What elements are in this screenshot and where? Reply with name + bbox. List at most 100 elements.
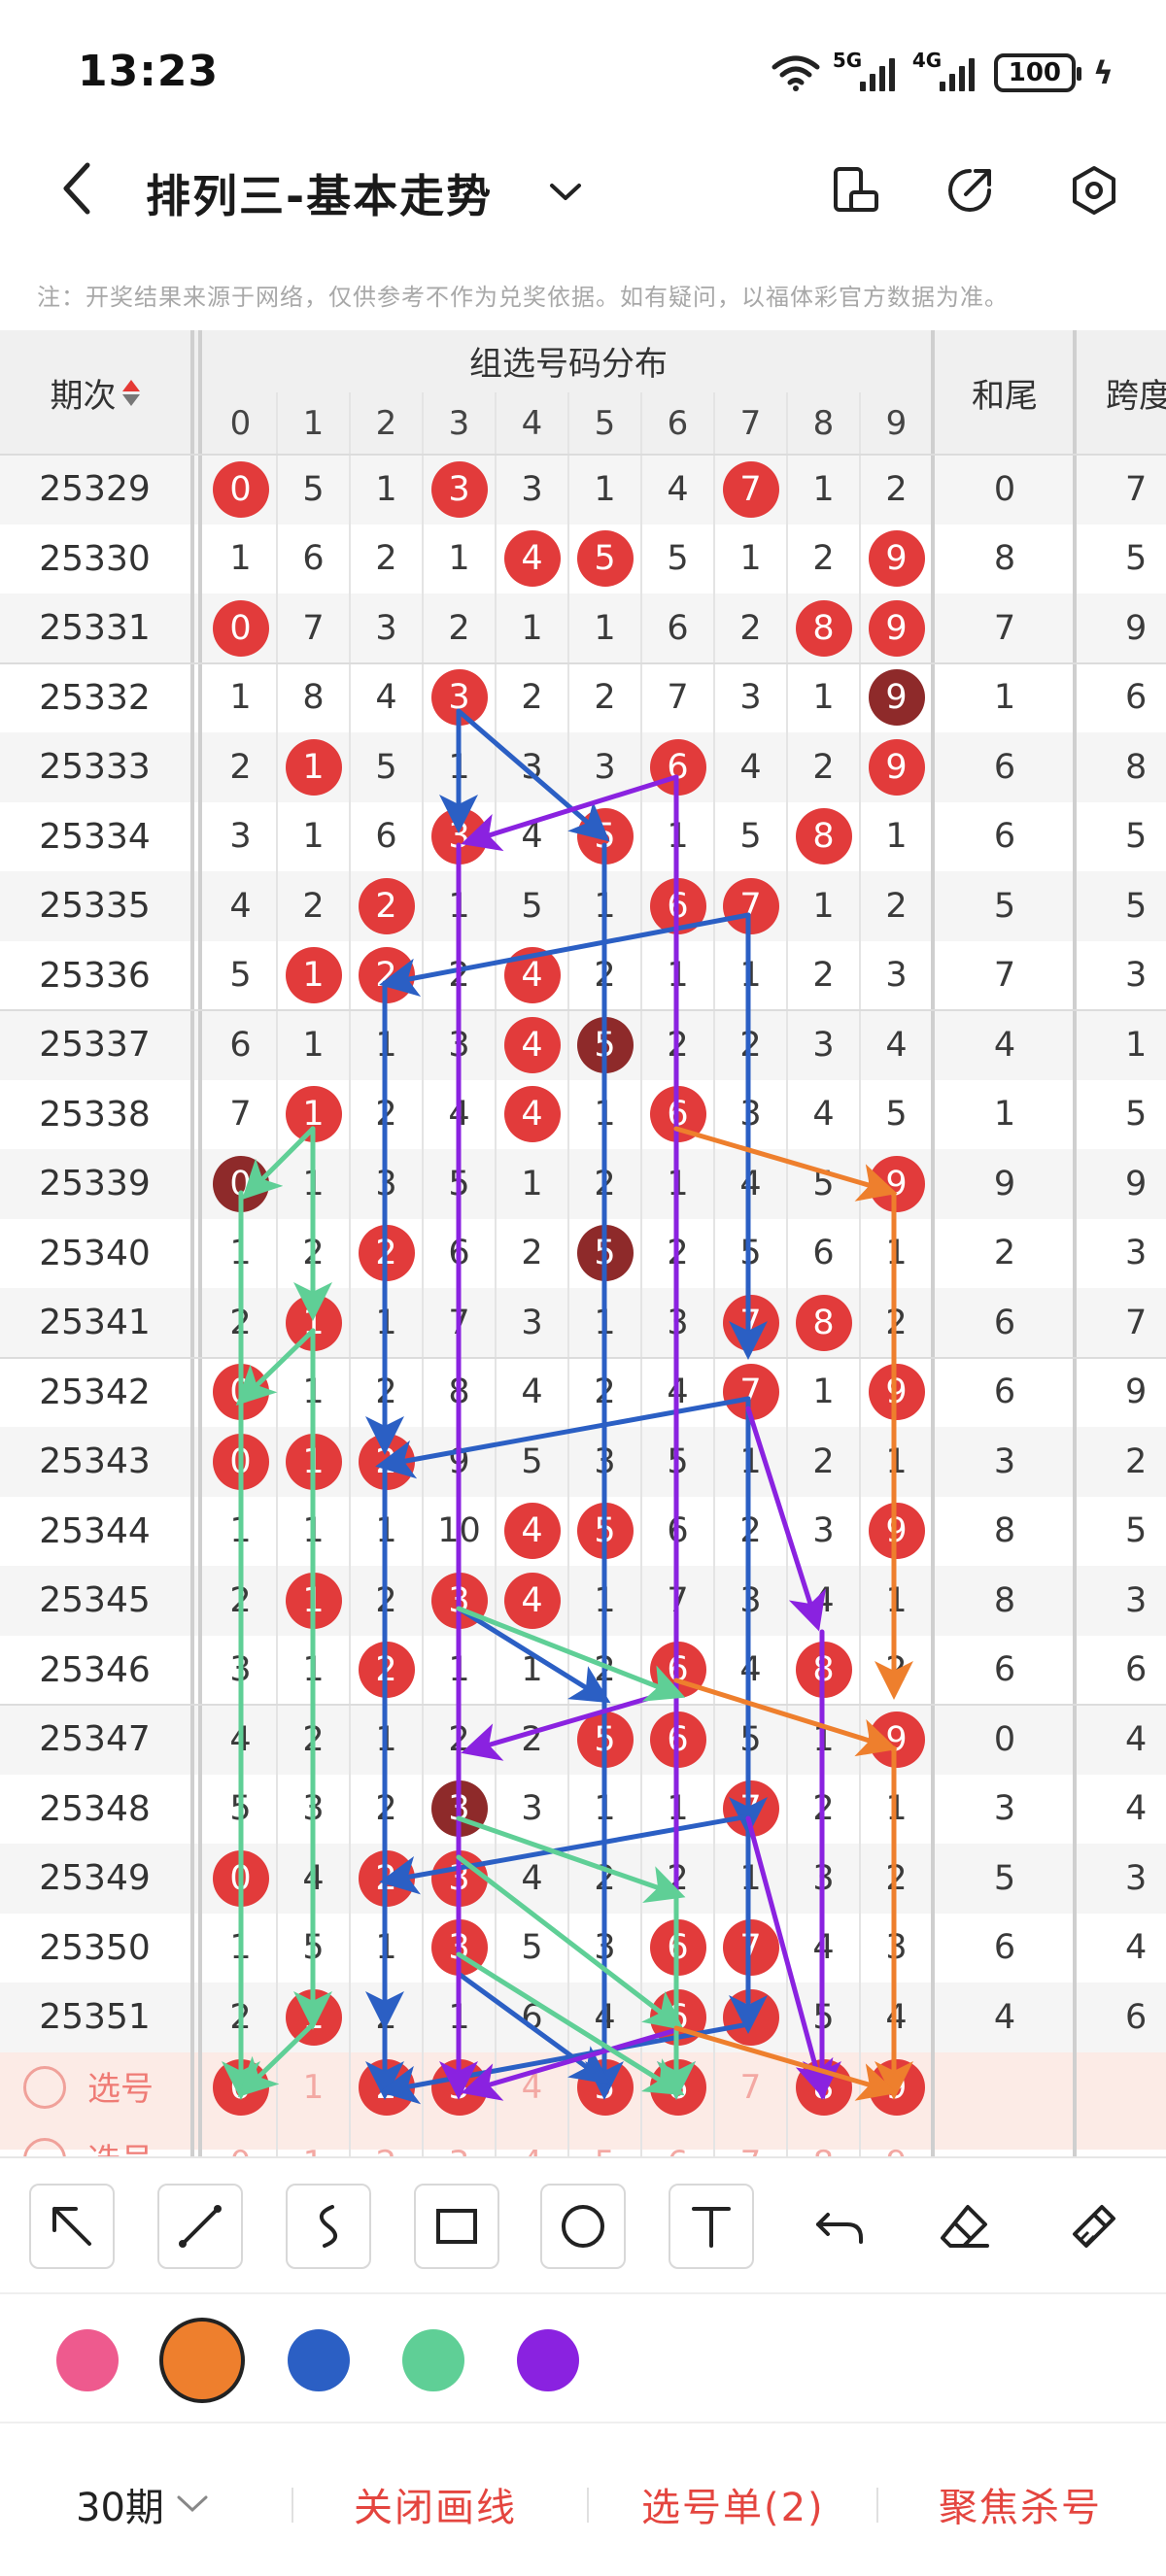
circle-icon [562, 2205, 604, 2248]
app-header: 排列三-基本走势 [0, 136, 1166, 243]
omission-count: 5 [739, 1234, 762, 1273]
circle-tool-button[interactable] [540, 2184, 626, 2269]
column-separator [931, 330, 935, 2156]
hit-ball: 7 [714, 455, 787, 525]
select-radio[interactable] [23, 2137, 66, 2156]
omission-count: 1 [302, 817, 325, 857]
eraser-button[interactable] [923, 2184, 1009, 2269]
omission-count: 1 [594, 608, 616, 648]
select-number[interactable]: 7 [714, 2128, 787, 2157]
omission-count: 1 [739, 1858, 762, 1898]
select-number[interactable]: 6 [641, 2128, 714, 2157]
omission-count: 1 [229, 678, 252, 718]
omission-count: 2 [594, 1650, 616, 1690]
issue-number: 25346 [39, 1649, 151, 1690]
select-number[interactable]: 2 [350, 2128, 423, 2157]
bottom-action-bar: 30期 关闭画线 选号单(2) 聚焦杀号 [0, 2425, 1166, 2576]
period-selector[interactable]: 30期 [76, 2476, 209, 2532]
select-number[interactable]: 2 [350, 2052, 423, 2122]
color-swatch-blue[interactable] [288, 2329, 350, 2391]
omission-count: 3 [594, 1928, 616, 1968]
omission-count: 1 [302, 1025, 325, 1065]
screen-rotate-icon [834, 167, 878, 212]
hit-ball: 4 [496, 1010, 568, 1080]
screen-rotate-button[interactable] [828, 163, 882, 218]
select-number[interactable]: 3 [423, 2128, 496, 2157]
hit-ball: 1 [277, 1427, 350, 1497]
span-value: 7 [1125, 469, 1148, 509]
title-dropdown-button[interactable] [542, 169, 589, 216]
omission-count: 6 [521, 1997, 543, 2037]
back-button[interactable] [49, 159, 107, 218]
arrow-up-left-icon [52, 2207, 91, 2246]
select-number[interactable]: 5 [568, 2128, 641, 2157]
number-ball: 1 [285, 738, 342, 796]
select-number[interactable]: 7 [739, 2067, 762, 2107]
omission-count: 5 [521, 1928, 543, 1968]
select-number[interactable]: 0 [204, 2128, 277, 2157]
select-number[interactable]: 6 [641, 2052, 714, 2122]
select-number[interactable]: 1 [277, 2128, 350, 2157]
omission-count: 1 [448, 747, 470, 787]
issue-column-header[interactable]: 期次 [0, 330, 189, 455]
number-ball: 6 [649, 1086, 706, 1143]
close-drawing-button[interactable]: 关闭画线 [354, 2486, 517, 2530]
selected-ball: 6 [649, 2058, 706, 2116]
omission-count: 2 [739, 608, 762, 648]
omission-count: 2 [594, 956, 616, 996]
undo-button[interactable] [797, 2184, 882, 2269]
span-header: 跨度 [1106, 376, 1166, 416]
omission-count: 5 [375, 747, 397, 787]
digit-header: 8 [812, 404, 835, 443]
select-number[interactable]: 8 [787, 2128, 860, 2157]
color-swatch-orange[interactable] [159, 2318, 245, 2403]
select-number[interactable]: 4 [521, 2067, 543, 2107]
hit-ball: 5 [568, 1705, 641, 1775]
page-title[interactable]: 排列三-基本走势 [146, 170, 494, 222]
select-number[interactable]: 5 [568, 2052, 641, 2122]
number-ball: 6 [649, 877, 706, 934]
omission-count: 1 [812, 1373, 835, 1412]
select-number[interactable]: 3 [423, 2052, 496, 2122]
omission-count: 1 [521, 1650, 543, 1690]
grid-line [859, 392, 861, 2156]
undo-icon [816, 2213, 863, 2244]
select-radio[interactable] [23, 2065, 66, 2109]
share-button[interactable] [943, 163, 997, 218]
clear-brush-button[interactable] [1051, 2184, 1137, 2269]
number-ball: 3 [430, 808, 488, 865]
text-icon [692, 2207, 731, 2248]
select-number[interactable]: 1 [302, 2067, 325, 2107]
span-value: 9 [1125, 1164, 1148, 1203]
omission-count: 4 [229, 886, 252, 926]
eraser-icon [941, 2205, 989, 2248]
color-swatch-pink[interactable] [56, 2329, 119, 2391]
curve-tool-button[interactable] [286, 2184, 371, 2269]
table-row: 25349 0 4 2 3 4 2 2 1 3 2 5 3 [0, 1844, 1166, 1914]
selection-list-button[interactable]: 选号单(2) [641, 2486, 825, 2530]
rectangle-tool-button[interactable] [414, 2184, 499, 2269]
settings-button[interactable] [1067, 163, 1121, 218]
color-swatch-green[interactable] [402, 2329, 464, 2391]
omission-count: 1 [667, 1164, 689, 1203]
select-number[interactable]: 9 [860, 2128, 933, 2157]
omission-count: 1 [885, 1234, 908, 1273]
omission-count: 1 [667, 1789, 689, 1829]
digit-header: 7 [739, 404, 762, 443]
span-value: 5 [1125, 1095, 1148, 1135]
focus-kill-button[interactable]: 聚焦杀号 [939, 2486, 1102, 2530]
text-tool-button[interactable] [669, 2184, 754, 2269]
span-value: 5 [1125, 817, 1148, 857]
select-number[interactable]: 9 [860, 2052, 933, 2122]
arrow-tool-button[interactable] [29, 2184, 115, 2269]
select-number[interactable]: 4 [496, 2128, 568, 2157]
selected-ball: 9 [868, 2058, 925, 2116]
issue-number: 25340 [39, 1233, 151, 1273]
issue-number: 25334 [39, 816, 151, 857]
select-number[interactable]: 8 [787, 2052, 860, 2122]
color-swatch-purple[interactable] [517, 2329, 579, 2391]
divider [587, 2488, 589, 2523]
number-ball: 2 [358, 1225, 415, 1282]
select-number[interactable]: 0 [204, 2052, 277, 2122]
line-tool-button[interactable] [157, 2184, 243, 2269]
